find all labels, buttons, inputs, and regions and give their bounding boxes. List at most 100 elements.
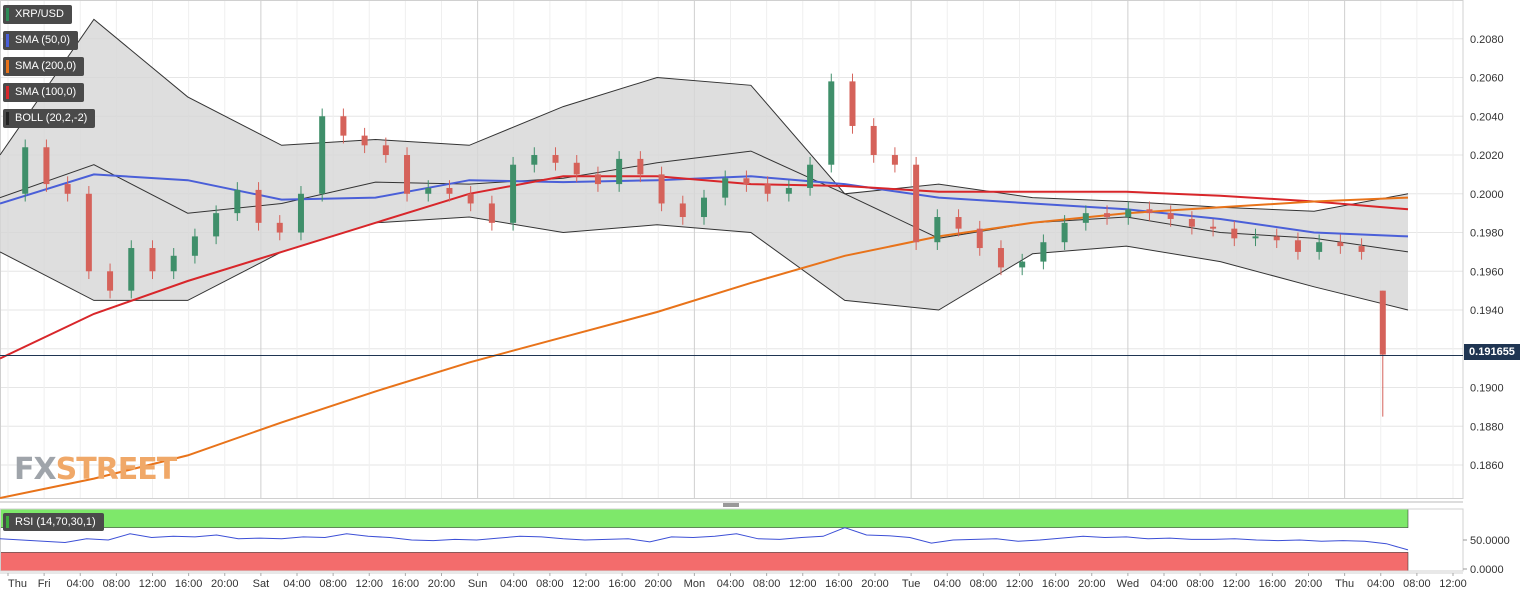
candle: [891, 155, 898, 165]
candle: [1188, 218, 1195, 227]
candle: [1316, 242, 1323, 252]
time-tick-label: 04:00: [717, 578, 745, 590]
candle: [64, 184, 71, 194]
candle: [785, 187, 792, 194]
candle: [1273, 236, 1280, 241]
resize-handle: [723, 503, 739, 507]
time-tick-label: 12:00: [355, 578, 383, 590]
candle: [1358, 246, 1365, 252]
boll-upper-line: [0, 18, 1409, 212]
time-tick-label: 20:00: [861, 578, 889, 590]
current-price-tag: 0.191655: [1464, 344, 1520, 360]
time-tick-label: 08:00: [970, 578, 998, 590]
time-tick-label: 20:00: [428, 578, 456, 590]
time-tick-label: Sat: [253, 578, 270, 590]
time-tick-label: Sun: [468, 578, 488, 590]
price-axis: 0.2080 0.2060 0.2040 0.2020 0.2000 0.1980 0.19…: [1470, 34, 1504, 472]
candle: [213, 213, 220, 237]
candle: [85, 193, 92, 272]
time-tick-label: 20:00: [644, 578, 672, 590]
time-tick-label: 04:00: [933, 578, 961, 590]
boll-lower-line: [0, 216, 1409, 311]
candle: [107, 271, 114, 291]
time-tick-label: 12:00: [1439, 578, 1467, 590]
time-tick-label: Thu: [8, 578, 27, 590]
candle: [488, 203, 495, 223]
candle: [22, 147, 29, 194]
time-tick-label: 12:00: [572, 578, 600, 590]
time-tick-label: 16:00: [825, 578, 853, 590]
time-tick-label: 12:00: [1222, 578, 1250, 590]
rsi-overbought-zone: [0, 508, 1409, 528]
legend-label: BOLL (20,2,-2): [15, 112, 88, 124]
candle: [594, 174, 601, 185]
candle: [297, 193, 304, 233]
time-tick-label: 08:00: [1186, 578, 1214, 590]
time-tick-label: Thu: [1335, 578, 1354, 590]
candle: [1104, 213, 1111, 218]
candle: [1167, 213, 1174, 219]
rsi-tick-label: 50.0000: [1470, 535, 1510, 547]
candle: [616, 158, 623, 185]
time-tick-label: 08:00: [753, 578, 781, 590]
time-tick-label: 04:00: [66, 578, 94, 590]
legend-swatch: [6, 60, 9, 73]
price-tick-label: 0.1940: [1470, 305, 1504, 317]
rsi-label: RSI (14,70,30,1): [15, 516, 96, 528]
time-tick-label: 20:00: [1295, 578, 1323, 590]
candle: [149, 248, 156, 272]
candle: [531, 155, 538, 165]
candle: [191, 236, 198, 256]
candle: [1231, 228, 1238, 239]
price-tick-label: 0.2020: [1470, 150, 1504, 162]
candle: [934, 217, 941, 243]
legend-label: SMA (100,0): [15, 86, 77, 98]
bollinger-fill: [0, 19, 1408, 311]
candle: [552, 155, 559, 163]
time-tick-label: 08:00: [1403, 578, 1431, 590]
price-tick-label: 0.1860: [1470, 460, 1504, 472]
price-tick-label: 0.2080: [1470, 34, 1504, 46]
candle: [234, 189, 241, 214]
candle: [701, 197, 707, 218]
candle: [319, 116, 326, 194]
candle: [425, 187, 432, 194]
time-tick-label: 08:00: [319, 578, 347, 590]
candle: [1040, 242, 1047, 262]
time-tick-label: Fri: [38, 578, 51, 590]
time-tick-label: 08:00: [536, 578, 564, 590]
price-tick-label: 0.2000: [1470, 189, 1504, 201]
candle: [128, 248, 135, 291]
candle: [1337, 242, 1344, 247]
legend-item-sma50[interactable]: SMA (50,0): [3, 31, 79, 50]
time-tick-label: 16:00: [392, 578, 420, 590]
legend-label: SMA (200,0): [15, 60, 77, 72]
time-tick-label: 20:00: [211, 578, 239, 590]
legend-item-sma100[interactable]: SMA (100,0): [3, 83, 85, 102]
price-tick-label: 0.2060: [1470, 73, 1504, 85]
candle: [870, 125, 877, 156]
candle: [1146, 209, 1153, 214]
candle: [276, 222, 283, 233]
candle: [828, 81, 835, 165]
candle: [1294, 240, 1301, 252]
time-tick-label: 20:00: [1078, 578, 1106, 590]
legend-item-boll[interactable]: BOLL (20,2,-2): [3, 109, 96, 128]
candle: [1379, 290, 1386, 355]
candle: [573, 162, 580, 175]
legend-item-xrpusd[interactable]: XRP/USD: [3, 5, 72, 24]
candle: [955, 217, 962, 229]
legend-item-rsi[interactable]: RSI (14,70,30,1): [3, 513, 104, 531]
legend-label: SMA (50,0): [15, 34, 71, 46]
legend-swatch: [6, 112, 9, 125]
price-tick-label: 0.1900: [1470, 383, 1504, 395]
legend-item-sma200[interactable]: SMA (200,0): [3, 57, 85, 76]
candle: [1210, 226, 1217, 229]
candle: [764, 184, 771, 194]
candle: [170, 255, 177, 272]
sma-100-0--line: [0, 175, 1409, 360]
rsi-oversold-zone: [0, 552, 1409, 572]
candle: [467, 193, 474, 204]
time-tick-label: 12:00: [1006, 578, 1034, 590]
